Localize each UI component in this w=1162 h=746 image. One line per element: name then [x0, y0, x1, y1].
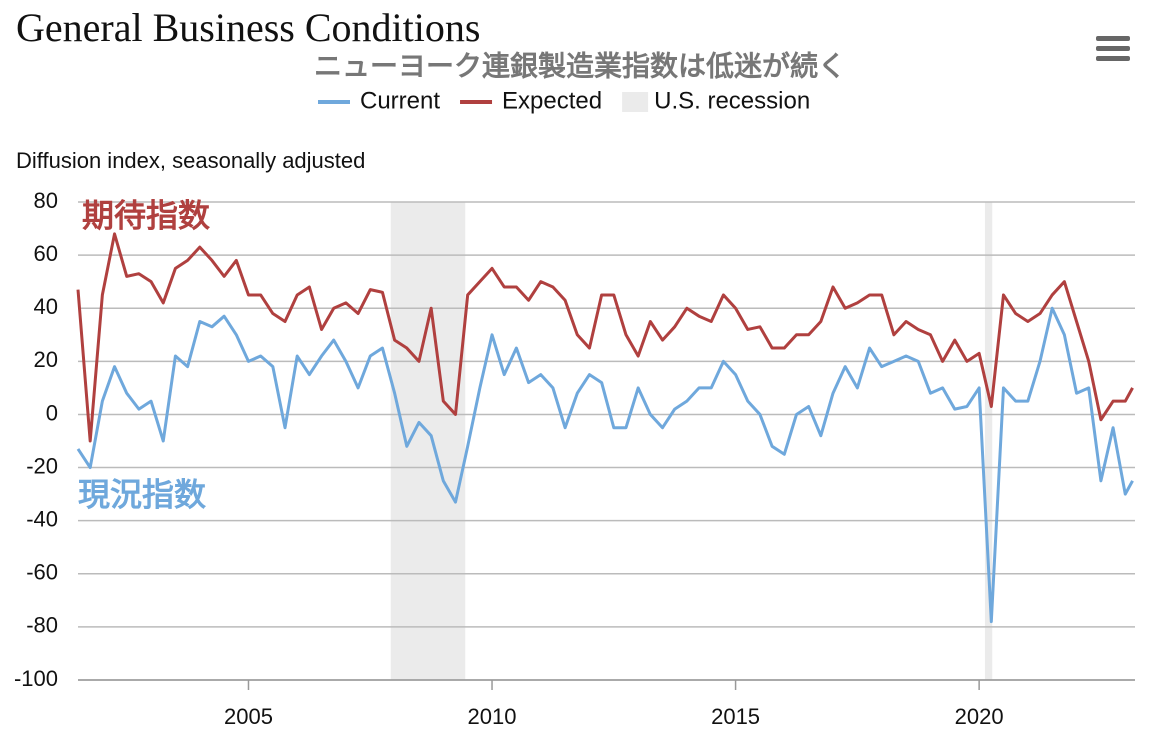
- y-axis-label: Diffusion index, seasonally adjusted: [16, 148, 365, 173]
- menu-bar[interactable]: [1096, 56, 1130, 61]
- legend-label: Current: [360, 87, 440, 114]
- y-tick-label: -20: [26, 453, 58, 478]
- y-tick-label: -100: [14, 666, 58, 691]
- y-tick-label: 60: [34, 241, 58, 266]
- y-tick-label: 20: [34, 347, 58, 372]
- annotation: 現況指数: [78, 476, 207, 512]
- y-tick-label: 80: [34, 188, 58, 213]
- x-tick-label: 2010: [468, 704, 517, 729]
- x-tick-label: 2015: [711, 704, 760, 729]
- legend-swatch: [622, 92, 649, 112]
- recession-band: [390, 202, 466, 680]
- y-tick-label: 40: [34, 294, 58, 319]
- menu-button[interactable]: [1096, 36, 1130, 61]
- chart-subtitle: ニューヨーク連銀製造業指数は低迷が続く: [314, 49, 846, 81]
- annotation: 期待指数: [82, 197, 211, 233]
- y-tick-label: -80: [26, 613, 58, 638]
- x-tick-label: 2020: [955, 704, 1004, 729]
- y-tick-label: -60: [26, 560, 58, 585]
- y-tick-label: -40: [26, 506, 58, 531]
- y-tick-label: 0: [46, 400, 58, 425]
- menu-bar[interactable]: [1096, 46, 1130, 51]
- legend-label: U.S. recession: [654, 87, 810, 114]
- chart-title: General Business Conditions: [16, 5, 480, 50]
- menu-bar[interactable]: [1096, 36, 1130, 41]
- x-tick-label: 2005: [224, 704, 273, 729]
- series-line: [76, 306, 1134, 624]
- series-line: [76, 232, 1134, 443]
- legend-label: Expected: [502, 87, 602, 114]
- recession-band: [984, 202, 993, 680]
- legend: Current Expected U.S. recession: [318, 87, 810, 114]
